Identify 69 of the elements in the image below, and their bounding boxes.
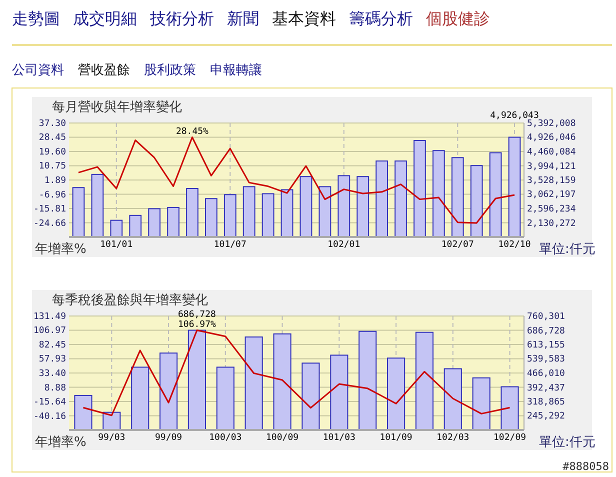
y2-tick-label: 3,994,121 [527, 162, 576, 172]
chart-title: 每季稅後盈餘與年增率變化 [52, 292, 208, 308]
x-tick-label: 102/01 [328, 240, 360, 250]
y-tick-label: 1.89 [44, 176, 66, 186]
x-tick-label: 101/01 [100, 240, 133, 250]
data-label: 28.45% [176, 127, 210, 138]
y2-axis-title: 單位:仟元 [539, 242, 596, 257]
text: 公司資料 [12, 63, 64, 78]
y2-tick-label: 245,292 [527, 412, 565, 422]
x-tick-label: 101/07 [214, 240, 246, 250]
y-tick-label: -40.16 [33, 412, 66, 422]
y-tick-label: -15.81 [33, 204, 66, 215]
y2-tick-label: 4,460,084 [527, 148, 576, 158]
y2-tick-label: 760,301 [527, 312, 565, 322]
y2-tick-label: 5,392,008 [527, 119, 576, 129]
x-tick-label: 102/09 [494, 433, 526, 443]
y2-tick-label: 466,010 [527, 369, 565, 379]
y2-axis-title: 單位:仟元 [539, 435, 596, 450]
y2-tick-label: 4,926,046 [527, 133, 576, 144]
y2-tick-label: 613,155 [527, 340, 565, 350]
y2-tick-label: 2,130,272 [527, 218, 576, 229]
x-tick-label: 102/10 [498, 240, 531, 250]
text: 新聞 [227, 9, 259, 28]
y-tick-label: -15.64 [33, 398, 66, 408]
x-tick-label: 99/09 [154, 433, 182, 443]
x-tick-label: 100/03 [209, 433, 242, 443]
text: 個股健診 [426, 9, 490, 28]
y2-tick-label: 539,583 [527, 354, 565, 365]
y-tick-label: 33.40 [38, 369, 66, 380]
text: 成交明細 [73, 9, 137, 28]
text: 籌碼分析 [349, 9, 413, 28]
y-tick-label: 57.93 [38, 354, 66, 365]
y2-tick-label: 2,596,234 [527, 204, 576, 214]
y-tick-label: 37.30 [38, 119, 66, 129]
data-label: 686,728 [178, 310, 216, 320]
data-label: 106.97% [178, 320, 217, 330]
x-tick-label: 102/03 [436, 433, 470, 443]
text: 技術分析 [149, 9, 214, 28]
y2-tick-label: 3,062,197 [527, 190, 576, 200]
y-tick-label: 82.45 [38, 340, 66, 350]
y-axis-title: 年增率% [35, 241, 86, 257]
y-tick-label: -24.66 [33, 218, 66, 229]
text: 營收盈餘 [78, 63, 130, 78]
y2-tick-label: 686,728 [527, 326, 565, 336]
text: #888058 [562, 460, 609, 473]
x-tick-label: 102/07 [441, 240, 474, 250]
line-series [78, 136, 516, 224]
y-tick-label: 131.49 [33, 312, 66, 322]
text: 基本資料 [272, 9, 336, 28]
x-tick-label: 101/09 [380, 433, 412, 443]
text: 申報轉讓 [210, 63, 262, 78]
x-tick-label: 100/09 [266, 433, 299, 443]
data-label: 4,926,043 [490, 111, 539, 121]
chart-title: 每月營收與年增率變化 [52, 99, 182, 115]
line-series [82, 330, 511, 416]
y-tick-label: 10.75 [38, 162, 66, 172]
x-tick-label: 101/03 [322, 433, 356, 443]
y-tick-label: -6.96 [38, 190, 66, 200]
y2-tick-label: 3,528,159 [527, 176, 576, 186]
y-tick-label: 8.88 [44, 383, 66, 394]
text: 股利政策 [144, 63, 196, 78]
y-tick-label: 19.60 [38, 147, 66, 158]
text: 走勢圖 [12, 9, 60, 28]
y-tick-label: 106.97 [33, 326, 66, 336]
x-tick-label: 99/03 [98, 433, 126, 443]
y-tick-label: 28.45 [38, 133, 66, 144]
y2-tick-label: 392,437 [527, 383, 565, 394]
y-axis-title: 年增率% [35, 434, 86, 450]
y2-tick-label: 318,865 [527, 398, 565, 408]
